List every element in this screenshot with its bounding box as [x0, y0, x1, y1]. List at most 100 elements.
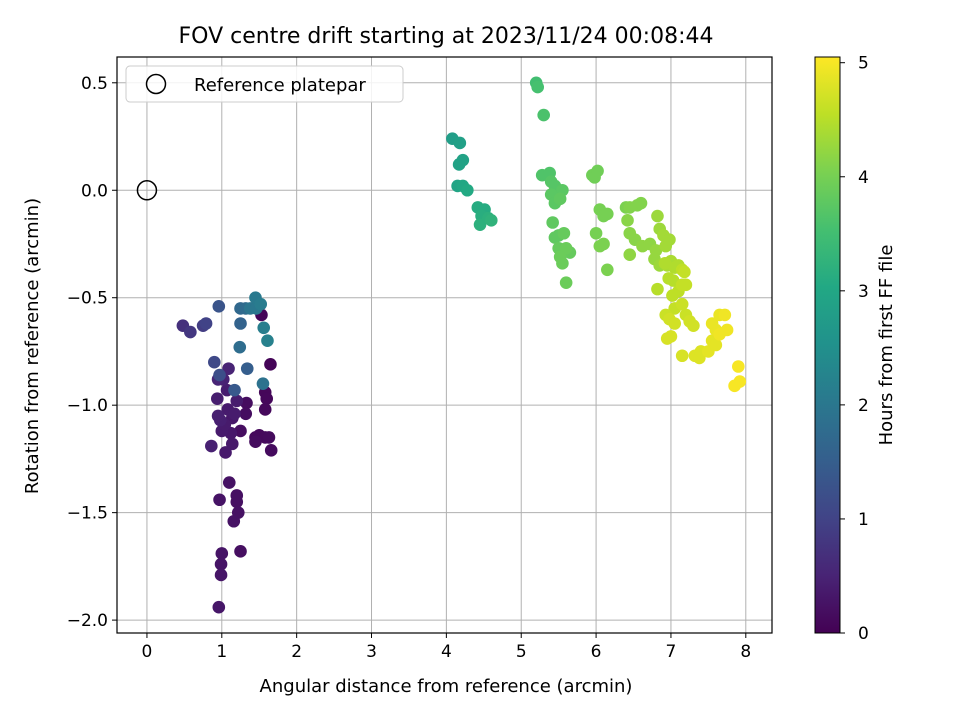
data-point [227, 514, 241, 528]
data-point [591, 164, 604, 178]
colorbar-ticks: 0 1 2 3 4 5 [840, 54, 869, 644]
data-point [456, 153, 470, 167]
legend-box [125, 65, 404, 103]
data-point [264, 358, 277, 371]
data-point [556, 257, 569, 270]
data-point [601, 263, 614, 277]
legend: Reference platepar [125, 65, 404, 103]
axes-frame [116, 56, 773, 634]
data-point [240, 396, 253, 410]
x-axis-label: Angular distance from reference (arcmin) [260, 676, 633, 697]
data-point [212, 600, 226, 614]
data-point [675, 349, 689, 363]
chart-title: FOV centre drift starting at 2023/11/24 … [179, 24, 714, 49]
colorbar [814, 56, 841, 634]
x-tick-label: 0 [142, 642, 153, 662]
data-point [222, 362, 235, 375]
data-point [230, 394, 244, 408]
data-point [559, 276, 573, 289]
data-point [254, 297, 268, 311]
data-point [262, 431, 276, 444]
data-point [215, 547, 229, 560]
data-point [668, 317, 681, 330]
colorbar-tick-label: 3 [858, 282, 869, 302]
x-tick-label: 3 [366, 642, 377, 662]
colorbar-tick-label: 5 [858, 54, 869, 74]
data-point [234, 545, 247, 558]
legend-label-reference: Reference platepar [194, 75, 366, 96]
data-point [597, 237, 610, 251]
data-point [225, 437, 239, 451]
data-point [675, 297, 689, 311]
reference-marker-group [136, 180, 158, 201]
data-point [678, 265, 691, 279]
data-point [260, 392, 274, 406]
data-point [728, 379, 741, 393]
y-tick-label: −1.0 [67, 396, 108, 416]
data-point [651, 282, 664, 296]
colorbar-tick-label: 4 [858, 168, 869, 188]
x-tick-label: 4 [441, 642, 452, 662]
data-point [664, 330, 678, 343]
data-point [461, 183, 474, 197]
colorbar-tick-label: 0 [858, 624, 869, 644]
x-tick-label: 5 [516, 642, 527, 662]
y-axis-ticks: −2.0 −1.5 −1.0 −0.5 0.0 0.5 [67, 74, 117, 631]
data-point [663, 233, 676, 246]
data-point [211, 409, 225, 423]
data-point [453, 136, 467, 150]
data-point [651, 209, 664, 223]
data-point [213, 493, 226, 507]
data-point [537, 108, 550, 122]
y-axis-label: Rotation from reference (arcmin) [22, 198, 43, 494]
data-point [234, 317, 247, 330]
data-point [546, 216, 559, 229]
data-point [213, 368, 226, 382]
y-tick-label: −0.5 [67, 289, 108, 309]
data-point [239, 407, 253, 421]
data-point [228, 407, 241, 421]
x-tick-label: 2 [291, 642, 302, 662]
data-point [233, 340, 247, 354]
data-point [679, 278, 693, 292]
data-point [601, 207, 614, 221]
x-axis-ticks: 0 1 2 3 4 5 6 7 8 [142, 633, 751, 662]
data-point [589, 226, 603, 240]
data-point [732, 360, 745, 373]
y-tick-label: −2.0 [67, 611, 108, 631]
colorbar-tick-label: 2 [858, 396, 869, 416]
data-point [261, 334, 274, 348]
x-tick-label: 1 [216, 642, 227, 662]
scatter-points [176, 76, 747, 614]
data-point [256, 377, 270, 390]
data-point [230, 495, 244, 509]
data-point [234, 424, 247, 438]
x-tick-label: 6 [591, 642, 602, 662]
x-tick-label: 8 [740, 642, 751, 662]
data-point [208, 355, 221, 369]
data-point [214, 568, 228, 582]
data-point [184, 325, 197, 339]
y-tick-label: −1.5 [67, 504, 108, 524]
data-point [709, 338, 723, 352]
colorbar-tick-label: 1 [858, 510, 869, 530]
colorbar-label: Hours from first FF file [876, 245, 897, 446]
data-point [687, 319, 700, 332]
data-point [211, 392, 224, 406]
data-point [264, 444, 278, 457]
data-point [249, 435, 262, 449]
data-point [718, 308, 732, 322]
data-point [553, 192, 567, 206]
data-point [219, 446, 232, 459]
data-point [531, 80, 544, 94]
data-point [205, 439, 218, 453]
y-tick-label: 0.5 [81, 74, 108, 94]
data-point [212, 300, 226, 313]
data-point [222, 476, 236, 489]
data-point [658, 257, 672, 270]
data-point [258, 403, 272, 416]
data-point [228, 383, 241, 397]
legend-reference-marker [145, 73, 167, 95]
grid-lines [117, 57, 772, 633]
